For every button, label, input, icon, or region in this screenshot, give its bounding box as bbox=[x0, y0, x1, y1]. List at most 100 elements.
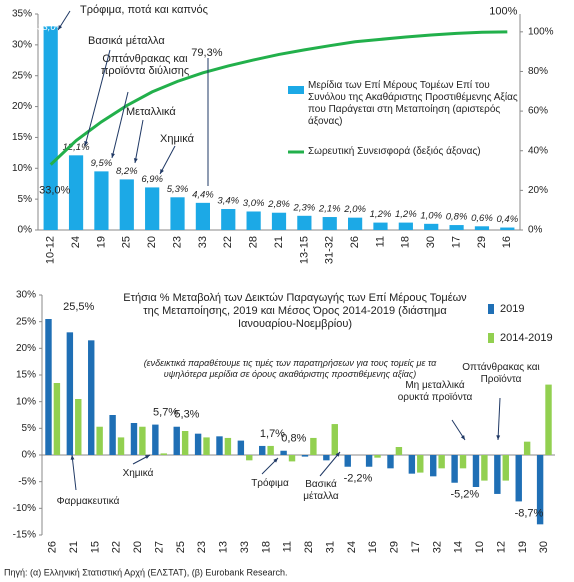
bar bbox=[119, 179, 134, 230]
bar bbox=[181, 431, 189, 455]
annotation: Μεταλλικά bbox=[126, 106, 176, 118]
annotation: Χημικά bbox=[160, 133, 194, 145]
bar-value-label: 2,0% bbox=[343, 204, 366, 215]
bar-value-label: 5,3% bbox=[167, 184, 189, 195]
bar-value-label: 25,5% bbox=[63, 301, 94, 313]
x-tick-label: 27 bbox=[153, 541, 165, 553]
bar bbox=[523, 441, 531, 455]
bar-value-label: 0,8% bbox=[446, 212, 468, 223]
bar bbox=[45, 319, 52, 455]
annotation-arrow bbox=[159, 145, 176, 175]
bar bbox=[94, 171, 109, 230]
bar bbox=[267, 445, 274, 455]
legend-label: Μερίδια των Επί Μέρους Τομέων Επί του Συ… bbox=[308, 80, 518, 127]
bar-value-label: 9,5% bbox=[91, 158, 113, 169]
x-tick-label: 11 bbox=[374, 236, 386, 247]
line-value-label: 79,3% bbox=[191, 47, 222, 59]
y2-tick-label: 20% bbox=[528, 185, 548, 196]
bar bbox=[216, 436, 223, 455]
x-tick-label: 10 bbox=[474, 541, 486, 553]
bar bbox=[75, 399, 82, 455]
x-tick-label: 25 bbox=[175, 541, 187, 553]
bar-value-label: 33,0% bbox=[37, 22, 64, 33]
annotation-arrow bbox=[497, 397, 501, 441]
bar bbox=[323, 455, 330, 461]
bar bbox=[348, 217, 363, 230]
x-tick-label: 13-15 bbox=[298, 236, 310, 264]
bar bbox=[221, 209, 236, 230]
bar-value-label: 1,2% bbox=[370, 209, 392, 220]
bar bbox=[160, 453, 167, 455]
bar bbox=[459, 455, 467, 469]
x-tick-label: 18 bbox=[400, 236, 412, 248]
annotation-box: Τρόφιμα bbox=[251, 478, 289, 489]
arrow-head bbox=[160, 169, 164, 174]
x-tick-label: 31 bbox=[324, 541, 336, 553]
bar bbox=[88, 340, 95, 455]
bar bbox=[472, 455, 480, 487]
x-tick-label: 11 bbox=[282, 541, 294, 552]
bar bbox=[398, 222, 413, 230]
bar bbox=[424, 223, 439, 230]
arrow-head bbox=[273, 458, 278, 463]
bar bbox=[271, 212, 287, 230]
y-tick-label: -5% bbox=[18, 476, 36, 487]
bar-value-label: 12,1% bbox=[63, 142, 90, 153]
source: Πηγή: (α) Ελληνική Στατιστική Αρχή (ΕΛΣΤ… bbox=[4, 567, 287, 577]
bar-value-label: 2,1% bbox=[318, 204, 341, 215]
annotation: Βασικά μέταλλα bbox=[88, 35, 165, 47]
x-tick-label: 31-32 bbox=[324, 236, 336, 264]
bar-value-label: -2,2% bbox=[344, 473, 373, 485]
y-tick-label: 0% bbox=[18, 225, 33, 236]
x-tick-label: 20 bbox=[132, 541, 144, 553]
bar bbox=[66, 332, 74, 455]
bar bbox=[387, 455, 394, 469]
line-value-label: 33,0% bbox=[39, 185, 70, 197]
x-tick-label: 13 bbox=[218, 541, 230, 553]
x-tick-label: 33 bbox=[197, 236, 209, 248]
bar bbox=[374, 455, 381, 458]
bar-value-label: 0,4% bbox=[496, 214, 518, 225]
x-tick-label: 30 bbox=[538, 541, 550, 553]
x-tick-label: 17 bbox=[450, 236, 462, 248]
annotation-box: Οπτάνθρακας και Προϊόντα bbox=[462, 362, 539, 385]
bar-value-label: 8,2% bbox=[116, 166, 138, 177]
x-tick-label: 19 bbox=[517, 541, 529, 553]
bar bbox=[344, 455, 351, 467]
annotation-arrow bbox=[134, 119, 144, 164]
bar bbox=[130, 423, 138, 455]
bar bbox=[474, 226, 490, 230]
chart-title: Ετήσια % Μεταβολή των Δεικτών Παραγωγής … bbox=[123, 292, 467, 330]
x-tick-label: 10-12 bbox=[45, 236, 57, 264]
arrow-head bbox=[111, 153, 115, 158]
x-tick-label: 22 bbox=[111, 541, 123, 553]
annotation: Βασικά μέταλλα bbox=[303, 479, 339, 502]
bar bbox=[109, 415, 116, 455]
bar bbox=[438, 455, 445, 469]
y-tick-label: 15% bbox=[12, 132, 32, 143]
bar bbox=[502, 455, 509, 481]
annotation-box: Οπτάνθρακας και προϊόντα διύλισης bbox=[101, 53, 189, 77]
bar bbox=[195, 202, 210, 230]
bar bbox=[237, 440, 245, 455]
legend-label-box: Μερίδια των Επί Μέρους Τομέων Επί του Συ… bbox=[308, 80, 518, 127]
bar bbox=[297, 215, 312, 230]
y-tick-label: 20% bbox=[16, 343, 36, 354]
x-tick-label: 21 bbox=[273, 236, 285, 248]
arrow-head bbox=[335, 452, 340, 457]
arrow-head bbox=[460, 435, 465, 440]
bar-value-label: -8,7% bbox=[515, 507, 544, 519]
line-value-label: 100% bbox=[489, 6, 517, 18]
bar bbox=[117, 437, 125, 455]
bar bbox=[53, 383, 61, 455]
bar bbox=[500, 227, 515, 230]
bar-value-label: 5,3% bbox=[174, 409, 199, 421]
annotation-box: Βασικά μέταλλα bbox=[303, 479, 339, 502]
annotation-box: Μη μεταλλικά ορυκτά προϊόντα bbox=[398, 380, 473, 403]
annotation: Τρόφιμα, ποτά και καπνός bbox=[80, 4, 208, 16]
bar bbox=[417, 455, 424, 473]
legend-swatch bbox=[288, 86, 304, 94]
y-tick-label: 25% bbox=[12, 70, 32, 81]
bar-value-label: -5,2% bbox=[450, 489, 479, 501]
